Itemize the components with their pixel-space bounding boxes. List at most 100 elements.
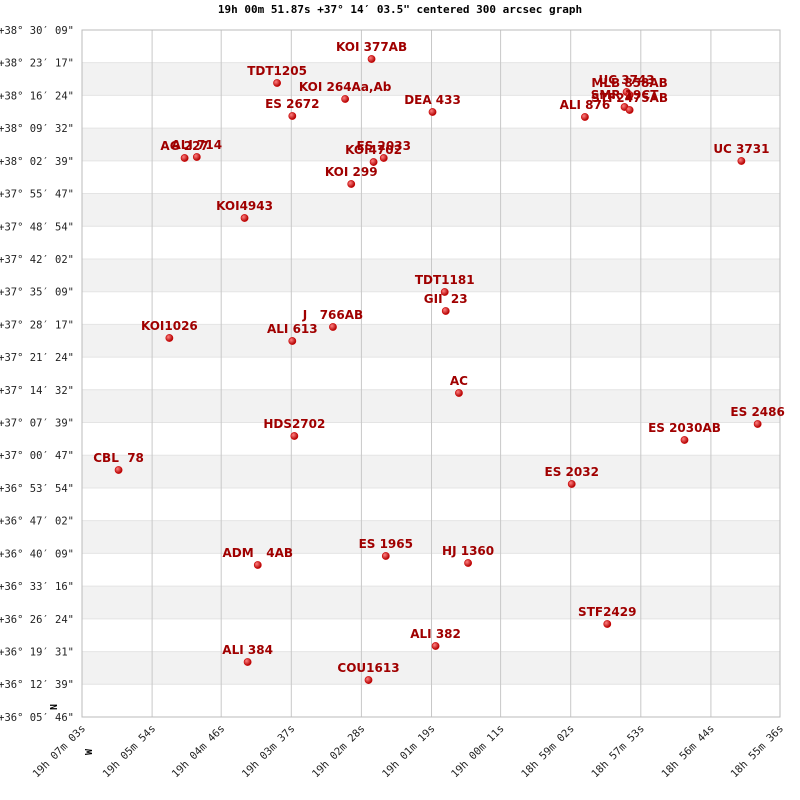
star-point — [253, 561, 262, 569]
x-tick-label: 19h 07m 03s — [30, 723, 88, 781]
point-label: TDT1181 — [415, 273, 475, 287]
point-label: ES 2033 — [357, 139, 411, 153]
y-tick-label: +36° 33′ 16" — [0, 581, 74, 593]
point-label: SMR 19CT — [591, 88, 660, 102]
y-tick-label: +37° 21′ 24" — [0, 352, 74, 364]
y-tick-label: +36° 05′ 46" — [0, 712, 74, 724]
grid-band — [82, 520, 780, 554]
point-label: ALI 382 — [410, 627, 461, 641]
star-point — [114, 466, 123, 474]
point-label: GII 23 — [424, 292, 468, 306]
point-label: ES 2486 — [730, 405, 784, 419]
point-label: KOI 299 — [325, 165, 378, 179]
x-tick-label: 19h 01m 19s — [380, 723, 438, 781]
grid-band — [82, 586, 780, 619]
point-label: ES 1965 — [359, 537, 413, 551]
star-point — [381, 552, 390, 560]
y-tick-label: +37° 55′ 47" — [0, 189, 74, 201]
x-tick-label: 19h 03m 37s — [240, 723, 298, 781]
star-point — [581, 113, 589, 121]
point-label: ES 2030AB — [648, 421, 721, 435]
star-point — [440, 288, 449, 296]
y-tick-label: +37° 48′ 54" — [0, 221, 74, 233]
star-point — [192, 153, 201, 161]
star-point — [364, 676, 373, 684]
point-label: AG 227 — [160, 139, 208, 153]
chart-title: 19h 00m 51.87s +37° 14′ 03.5" centered 3… — [218, 3, 582, 16]
star-point — [165, 334, 174, 342]
point-label: ES 2672 — [265, 97, 319, 111]
star-point — [180, 154, 189, 162]
y-axis-label: N — [49, 704, 60, 710]
point-label: HDS2702 — [263, 417, 325, 431]
grid-band — [82, 389, 780, 423]
star-point — [464, 559, 472, 567]
point-label: HJ 1360 — [442, 544, 494, 558]
point-label: ALI 613 — [267, 322, 318, 336]
point-label: TDT1205 — [247, 64, 307, 78]
point-label: UC 3743 — [599, 73, 655, 87]
point-label: STF2475AB — [591, 91, 668, 105]
star-point — [341, 95, 350, 103]
y-tick-label: +37° 35′ 09" — [0, 287, 74, 299]
x-tick-label: 18h 59m 02s — [519, 723, 577, 781]
star-point — [367, 55, 376, 63]
star-point — [369, 158, 378, 166]
star-point — [625, 106, 634, 114]
star-point — [680, 436, 689, 444]
y-tick-label: +38° 09′ 32" — [0, 123, 74, 135]
grid-band — [82, 324, 780, 358]
y-tick-label: +38° 23′ 17" — [0, 58, 74, 70]
y-tick-label: +37° 28′ 17" — [0, 319, 74, 331]
plot-frame — [81, 29, 781, 718]
y-tick-label: +36° 53′ 54" — [0, 483, 74, 495]
point-label: KOI 377AB — [336, 40, 407, 54]
y-tick-label: +36° 26′ 24" — [0, 614, 74, 626]
grid-band — [82, 258, 780, 292]
point-label: COU1613 — [337, 661, 399, 675]
star-point — [273, 79, 281, 87]
y-tick-label: +37° 14′ 32" — [0, 385, 74, 397]
y-tick-label: +36° 19′ 31" — [0, 647, 74, 659]
grid-band — [82, 62, 780, 96]
point-label: MLB 858AB — [591, 76, 667, 90]
star-point — [428, 108, 437, 116]
point-label: UC 3731 — [713, 142, 769, 156]
point-label: KOI4702 — [345, 143, 402, 157]
star-point — [625, 91, 634, 99]
point-label: ES 2032 — [545, 465, 599, 479]
point-label: STF2429 — [578, 605, 636, 619]
point-label: KOI1026 — [141, 319, 198, 333]
grid-band — [82, 193, 780, 227]
point-label: ALI 384 — [222, 643, 273, 657]
star-point — [455, 389, 463, 397]
y-tick-label: +37° 07′ 39" — [0, 418, 74, 430]
y-tick-label: +36° 47′ 02" — [0, 516, 74, 528]
point-label: AC — [450, 374, 468, 388]
star-point — [441, 307, 450, 315]
star-point — [347, 180, 356, 188]
y-tick-label: +37° 00′ 47" — [0, 450, 74, 462]
star-point — [431, 642, 440, 650]
point-label: ADM 4AB — [223, 546, 294, 560]
x-tick-label: 19h 00m 11s — [449, 723, 507, 781]
point-label: ALI 876 — [560, 98, 611, 112]
x-tick-label: 19h 04m 46s — [170, 723, 228, 781]
y-tick-label: +38° 16′ 24" — [0, 90, 74, 102]
star-point — [243, 658, 252, 666]
star-point — [290, 432, 299, 440]
point-label: DEA 433 — [404, 93, 461, 107]
star-point — [753, 420, 762, 428]
point-label: J 766AB — [302, 308, 363, 322]
y-tick-label: +36° 40′ 09" — [0, 548, 74, 560]
point-label: CBL 78 — [93, 451, 144, 465]
x-tick-label: 18h 55m 36s — [728, 723, 786, 781]
x-tick-label: 18h 57m 53s — [589, 723, 647, 781]
star-point — [603, 620, 612, 628]
star-point — [288, 112, 297, 120]
x-tick-label: 18h 56m 44s — [659, 723, 717, 781]
star-point — [329, 323, 337, 331]
point-label: KOI4943 — [216, 199, 273, 213]
star-point — [240, 214, 249, 222]
